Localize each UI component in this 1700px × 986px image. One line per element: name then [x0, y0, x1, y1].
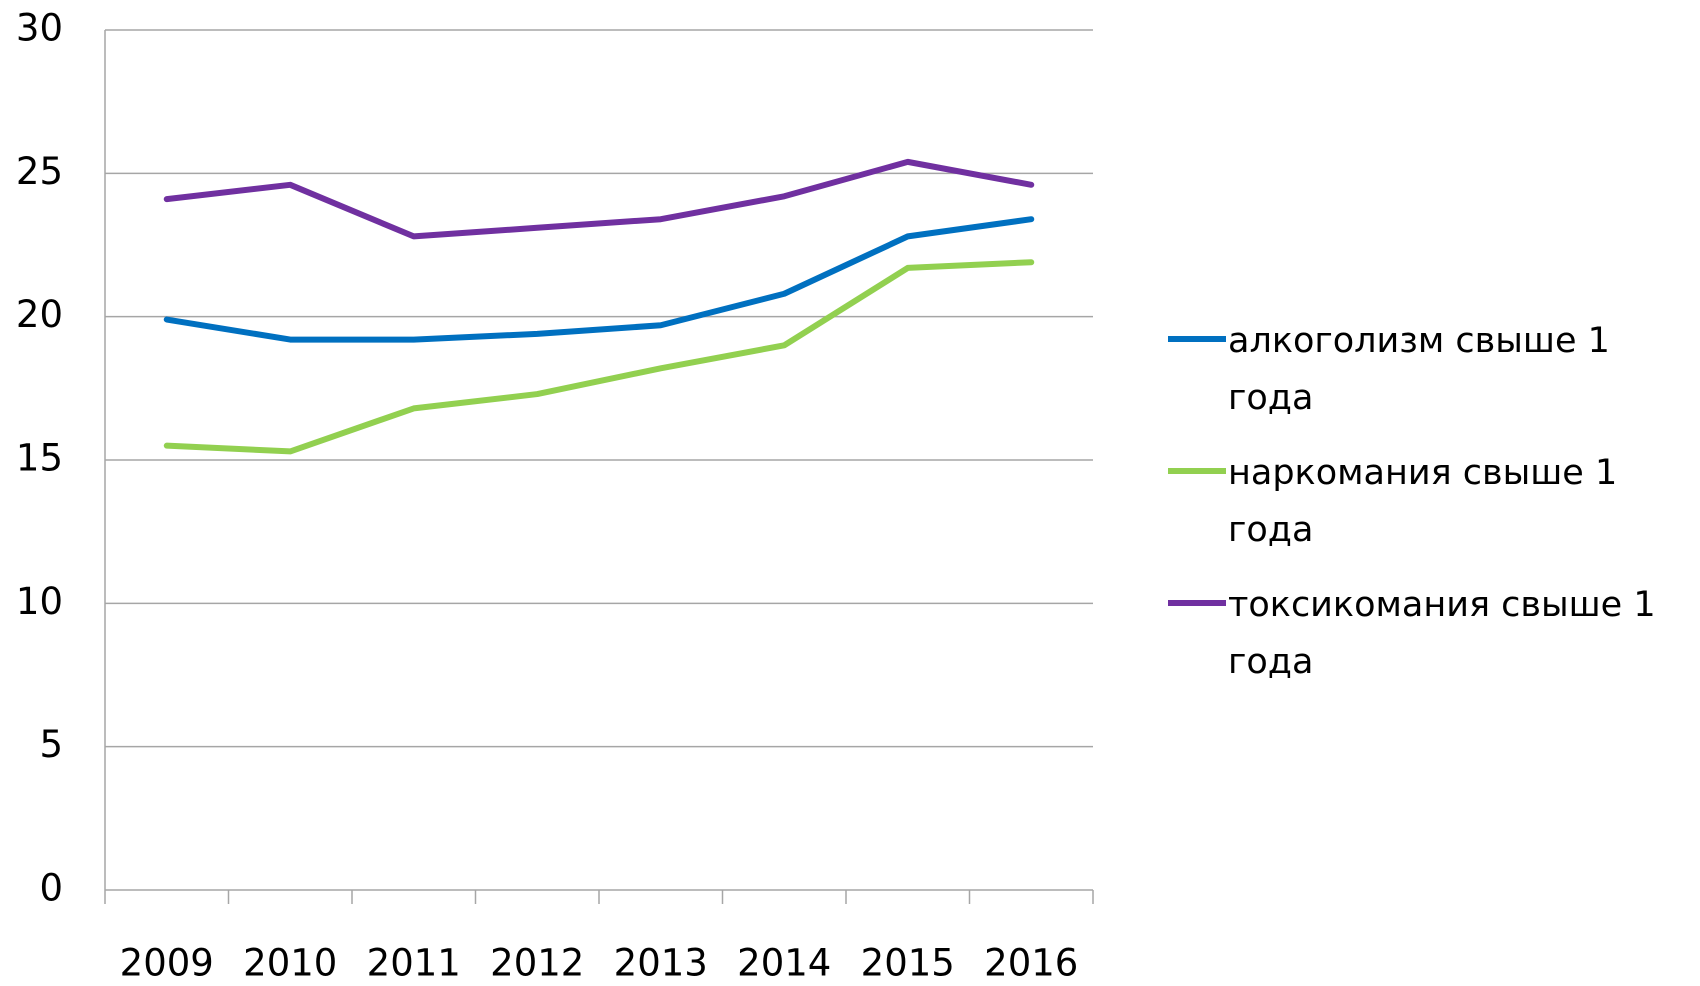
x-tick-label: 2014: [737, 942, 831, 985]
y-tick-label: 20: [16, 293, 63, 336]
x-tick-label: 2009: [120, 942, 214, 985]
series-line: [163, 158, 1035, 240]
x-tick-label: 2013: [614, 942, 708, 985]
legend-label: наркомания свыше 1 года: [1228, 453, 1618, 550]
y-tick-label: 10: [16, 580, 63, 623]
legend-label: алкоголизм свыше 1 года: [1228, 321, 1610, 418]
y-tick-label: 5: [39, 723, 63, 766]
y-tick-label: 25: [16, 150, 63, 193]
y-tick-label: 30: [16, 7, 63, 50]
x-tick-label: 2015: [861, 942, 955, 985]
series-line: [163, 216, 1035, 343]
x-tick-label: 2011: [367, 942, 461, 985]
x-tick-label: 2012: [490, 942, 584, 985]
x-tick-label: 2016: [984, 942, 1078, 985]
series-line: [163, 259, 1035, 455]
y-tick-label: 0: [39, 867, 63, 910]
legend-label: токсикомания свыше 1 года: [1228, 585, 1656, 682]
x-tick-label: 2010: [243, 942, 337, 985]
y-tick-label: 15: [16, 437, 63, 480]
